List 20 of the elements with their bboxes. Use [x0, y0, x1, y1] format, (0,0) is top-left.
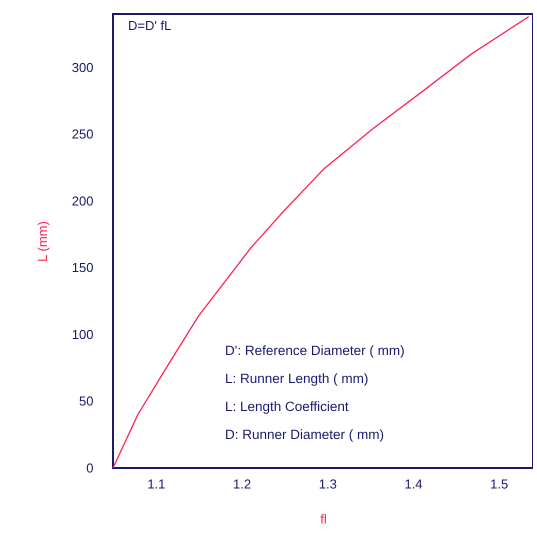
annotation: D': Reference Diameter ( mm): [225, 343, 405, 358]
y-tick-label: 150: [72, 260, 94, 276]
x-tick-label: 1.4: [404, 476, 423, 492]
y-tick-label: 300: [72, 60, 94, 75]
annotation: L: Length Coefficient: [225, 399, 349, 414]
x-tick-label: 1.1: [147, 476, 166, 492]
annotation: L: Runner Length ( mm): [225, 371, 368, 386]
annotation: D: Runner Diameter ( mm): [225, 427, 384, 442]
y-tick-label: 50: [79, 394, 94, 409]
y-tick-label: 250: [72, 126, 94, 142]
x-tick-label: 1.2: [233, 476, 252, 492]
x-tick-label: 1.3: [318, 476, 337, 492]
x-tick-label: 1.5: [490, 476, 508, 492]
y-tick-label: 200: [72, 193, 94, 208]
annotation: D=D' fL: [128, 18, 172, 33]
y-tick-label: 100: [72, 326, 94, 342]
y-axis-title: L (mm): [34, 221, 50, 262]
y-tick-label: 0: [86, 460, 94, 476]
line-series: [112, 16, 530, 469]
x-axis-title: fl: [320, 512, 327, 526]
